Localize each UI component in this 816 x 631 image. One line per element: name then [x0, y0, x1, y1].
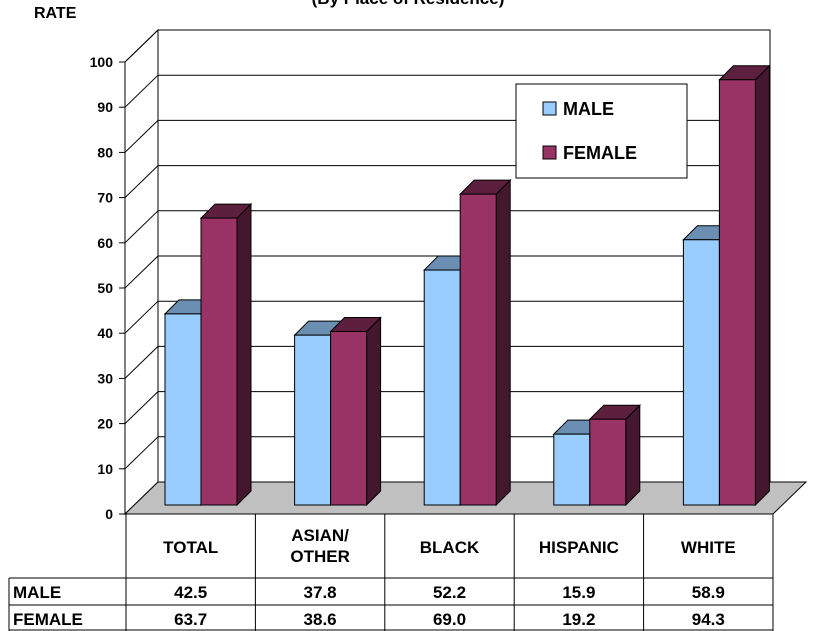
- x-tick-label: BLACK: [420, 538, 480, 557]
- data-table-cell: 58.9: [692, 583, 725, 602]
- x-tick-label: TOTAL: [163, 538, 218, 557]
- x-tick-label: HISPANIC: [539, 538, 619, 557]
- bar-female: [719, 80, 755, 505]
- data-table-cell: 19.2: [562, 610, 595, 629]
- legend-swatch-female: [543, 146, 556, 159]
- y-tick-label: 20: [97, 416, 113, 432]
- y-tick-label: 80: [97, 144, 113, 160]
- x-tick-label: OTHER: [290, 547, 350, 566]
- legend-label-female: FEMALE: [563, 143, 637, 163]
- data-table-cell: 69.0: [433, 610, 466, 629]
- bar-male: [295, 335, 331, 505]
- bar-female: [460, 194, 496, 505]
- bar-male: [554, 434, 590, 505]
- y-tick-label: 90: [97, 99, 113, 115]
- y-tick-label: 30: [97, 370, 113, 386]
- y-tick-label: 70: [97, 190, 113, 206]
- y-tick-label: 40: [97, 325, 113, 341]
- data-table-cell: 38.6: [304, 610, 337, 629]
- bar-male: [683, 240, 719, 505]
- data-table-cell: 63.7: [174, 610, 207, 629]
- x-tick-label: WHITE: [681, 538, 736, 557]
- bar-side-female: [237, 204, 251, 505]
- data-table-cell: 15.9: [562, 583, 595, 602]
- bar-female: [201, 218, 237, 505]
- data-table-cell: 52.2: [433, 583, 466, 602]
- y-tick-label: 50: [97, 280, 113, 296]
- y-tick-label: 60: [97, 235, 113, 251]
- y-tick-label: 0: [105, 506, 113, 522]
- y-tick-label: 100: [90, 54, 114, 70]
- bar-male: [424, 270, 460, 505]
- data-table-cell: 42.5: [174, 583, 207, 602]
- x-tick-label: ASIAN/: [291, 526, 349, 545]
- bar-side-female: [755, 66, 769, 505]
- legend-swatch-male: [543, 102, 556, 115]
- bar-side-female: [367, 318, 381, 505]
- bar-male: [165, 314, 201, 505]
- legend-label-male: MALE: [563, 99, 614, 119]
- data-table-cell: 94.3: [692, 610, 725, 629]
- y-tick-label: 10: [97, 461, 113, 477]
- table-row-label-female: FEMALE: [13, 610, 83, 629]
- table-row-label-male: MALE: [13, 583, 61, 602]
- bar-female: [590, 419, 626, 505]
- bar-female: [331, 332, 367, 505]
- bar-side-female: [496, 180, 510, 505]
- data-table-cell: 37.8: [304, 583, 337, 602]
- bar-side-female: [626, 405, 640, 505]
